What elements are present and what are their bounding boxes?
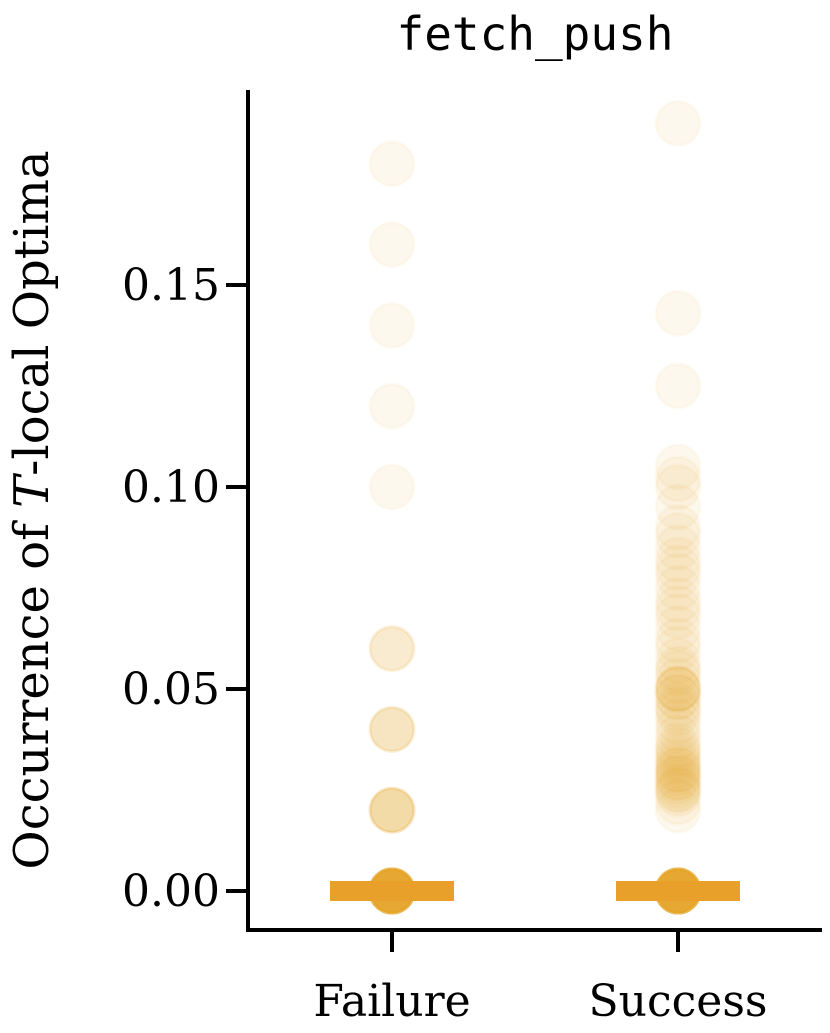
point-success-55 bbox=[654, 673, 702, 721]
point-success-75 bbox=[654, 511, 702, 559]
point-success-33 bbox=[654, 766, 702, 814]
point-failure-38 bbox=[368, 705, 416, 753]
point-success-60 bbox=[654, 657, 702, 705]
point-failure-44 bbox=[368, 382, 416, 430]
point-success-47 bbox=[654, 722, 702, 770]
point-success-73 bbox=[654, 536, 702, 584]
point-success-79 bbox=[654, 455, 702, 503]
point-success-80 bbox=[654, 443, 702, 491]
point-success-44 bbox=[654, 734, 702, 782]
point-success-46 bbox=[654, 726, 702, 774]
y-axis-label-suffix: -local Optima bbox=[4, 150, 60, 475]
point-success-34 bbox=[654, 766, 702, 814]
point-success-81 bbox=[654, 362, 702, 410]
point-success-83 bbox=[654, 99, 702, 147]
point-success-63 bbox=[654, 637, 702, 685]
x-tick-label-success: Success bbox=[589, 976, 768, 1027]
point-failure-30 bbox=[368, 786, 416, 834]
point-success-68 bbox=[654, 584, 702, 632]
svg-text:Occurrence of T-local Optima: Occurrence of T-local Optima bbox=[4, 150, 60, 869]
point-success-74 bbox=[654, 524, 702, 572]
point-success-39 bbox=[654, 750, 702, 798]
point-success-64 bbox=[654, 625, 702, 673]
axes-layer bbox=[246, 90, 822, 932]
point-failure-40 bbox=[368, 625, 416, 673]
point-success-77 bbox=[654, 483, 702, 531]
point-failure-42 bbox=[368, 625, 416, 673]
point-success-53 bbox=[654, 681, 702, 729]
point-success-72 bbox=[654, 544, 702, 592]
point-success-78 bbox=[654, 463, 702, 511]
point-success-61 bbox=[654, 649, 702, 697]
point-success-66 bbox=[654, 604, 702, 652]
point-failure-35 bbox=[368, 786, 416, 834]
point-success-36 bbox=[654, 758, 702, 806]
point-success-70 bbox=[654, 564, 702, 612]
point-success-50 bbox=[654, 697, 702, 745]
y-axis-label-prefix: Occurrence of bbox=[4, 508, 60, 870]
point-failure-46 bbox=[368, 221, 416, 269]
point-success-41 bbox=[654, 746, 702, 794]
x-tick-label-failure: Failure bbox=[313, 976, 470, 1027]
point-success-69 bbox=[654, 576, 702, 624]
point-success-62 bbox=[654, 645, 702, 693]
point-success-82 bbox=[654, 289, 702, 337]
point-failure-41 bbox=[368, 625, 416, 673]
points-layer bbox=[368, 99, 702, 915]
point-failure-32 bbox=[368, 786, 416, 834]
ticks-layer: 0.00 0.05 0.10 0.15 Failure Success bbox=[122, 260, 767, 1027]
point-success-43 bbox=[654, 738, 702, 786]
y-tick-label-0: 0.00 bbox=[122, 866, 220, 917]
point-success-48 bbox=[654, 713, 702, 761]
y-axis-label: Occurrence of T-local Optima bbox=[4, 150, 60, 869]
point-failure-39 bbox=[368, 705, 416, 753]
point-success-71 bbox=[654, 552, 702, 600]
point-success-45 bbox=[654, 730, 702, 778]
point-failure-45 bbox=[368, 301, 416, 349]
point-success-35 bbox=[654, 762, 702, 810]
point-success-40 bbox=[654, 746, 702, 794]
point-failure-43 bbox=[368, 463, 416, 511]
point-success-52 bbox=[654, 685, 702, 733]
point-success-51 bbox=[654, 689, 702, 737]
point-success-59 bbox=[654, 665, 702, 713]
point-failure-47 bbox=[368, 140, 416, 188]
point-success-30 bbox=[654, 786, 702, 834]
point-success-32 bbox=[654, 770, 702, 818]
y-tick-label-3: 0.15 bbox=[122, 260, 220, 311]
point-failure-34 bbox=[368, 786, 416, 834]
point-success-49 bbox=[654, 705, 702, 753]
point-success-37 bbox=[654, 754, 702, 802]
point-failure-36 bbox=[368, 705, 416, 753]
point-success-57 bbox=[654, 665, 702, 713]
point-success-76 bbox=[654, 503, 702, 551]
point-success-58 bbox=[654, 665, 702, 713]
point-failure-33 bbox=[368, 786, 416, 834]
point-success-56 bbox=[654, 665, 702, 713]
point-success-31 bbox=[654, 778, 702, 826]
chart-title: fetch_push bbox=[397, 7, 674, 61]
y-axis-label-symbol: T bbox=[4, 473, 60, 508]
point-success-38 bbox=[654, 754, 702, 802]
point-success-54 bbox=[654, 673, 702, 721]
y-tick-label-2: 0.10 bbox=[122, 462, 220, 513]
y-tick-label-1: 0.05 bbox=[122, 664, 220, 715]
point-failure-31 bbox=[368, 786, 416, 834]
point-success-67 bbox=[654, 592, 702, 640]
point-success-65 bbox=[654, 617, 702, 665]
point-success-42 bbox=[654, 742, 702, 790]
point-failure-37 bbox=[368, 705, 416, 753]
